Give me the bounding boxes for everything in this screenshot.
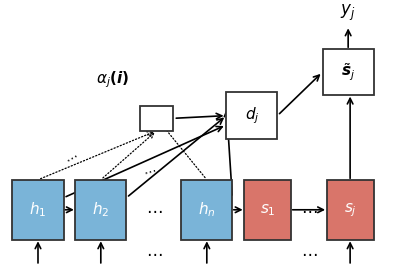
FancyBboxPatch shape [13,180,63,240]
FancyBboxPatch shape [140,106,173,131]
FancyBboxPatch shape [244,180,291,240]
Text: $\boldsymbol{s_1}$: $\boldsymbol{s_1}$ [260,202,275,218]
Text: $\boldsymbol{h_2}$: $\boldsymbol{h_2}$ [92,200,110,219]
Text: $\cdots$: $\cdots$ [301,201,317,219]
Text: $\cdots$: $\cdots$ [142,164,158,179]
Text: $\cdots$: $\cdots$ [63,149,80,167]
Text: $\cdots$: $\cdots$ [145,201,162,219]
Text: $\tilde{\boldsymbol{s}}_j$: $\tilde{\boldsymbol{s}}_j$ [341,61,355,83]
FancyBboxPatch shape [323,49,374,95]
FancyBboxPatch shape [75,180,126,240]
Text: $\boldsymbol{y_j}$: $\boldsymbol{y_j}$ [340,3,356,23]
FancyBboxPatch shape [227,92,277,139]
Text: $\cdots$: $\cdots$ [301,245,317,262]
Text: $\boldsymbol{d_j}$: $\boldsymbol{d_j}$ [245,105,259,126]
Text: $\boldsymbol{s_j}$: $\boldsymbol{s_j}$ [344,201,357,219]
Text: $\cdots$: $\cdots$ [145,245,162,262]
FancyBboxPatch shape [181,180,232,240]
FancyBboxPatch shape [327,180,374,240]
Text: $\boldsymbol{\alpha_j(i)}$: $\boldsymbol{\alpha_j(i)}$ [96,70,129,91]
Text: $\boldsymbol{h_n}$: $\boldsymbol{h_n}$ [198,200,216,219]
Text: $\boldsymbol{h_1}$: $\boldsymbol{h_1}$ [29,200,46,219]
